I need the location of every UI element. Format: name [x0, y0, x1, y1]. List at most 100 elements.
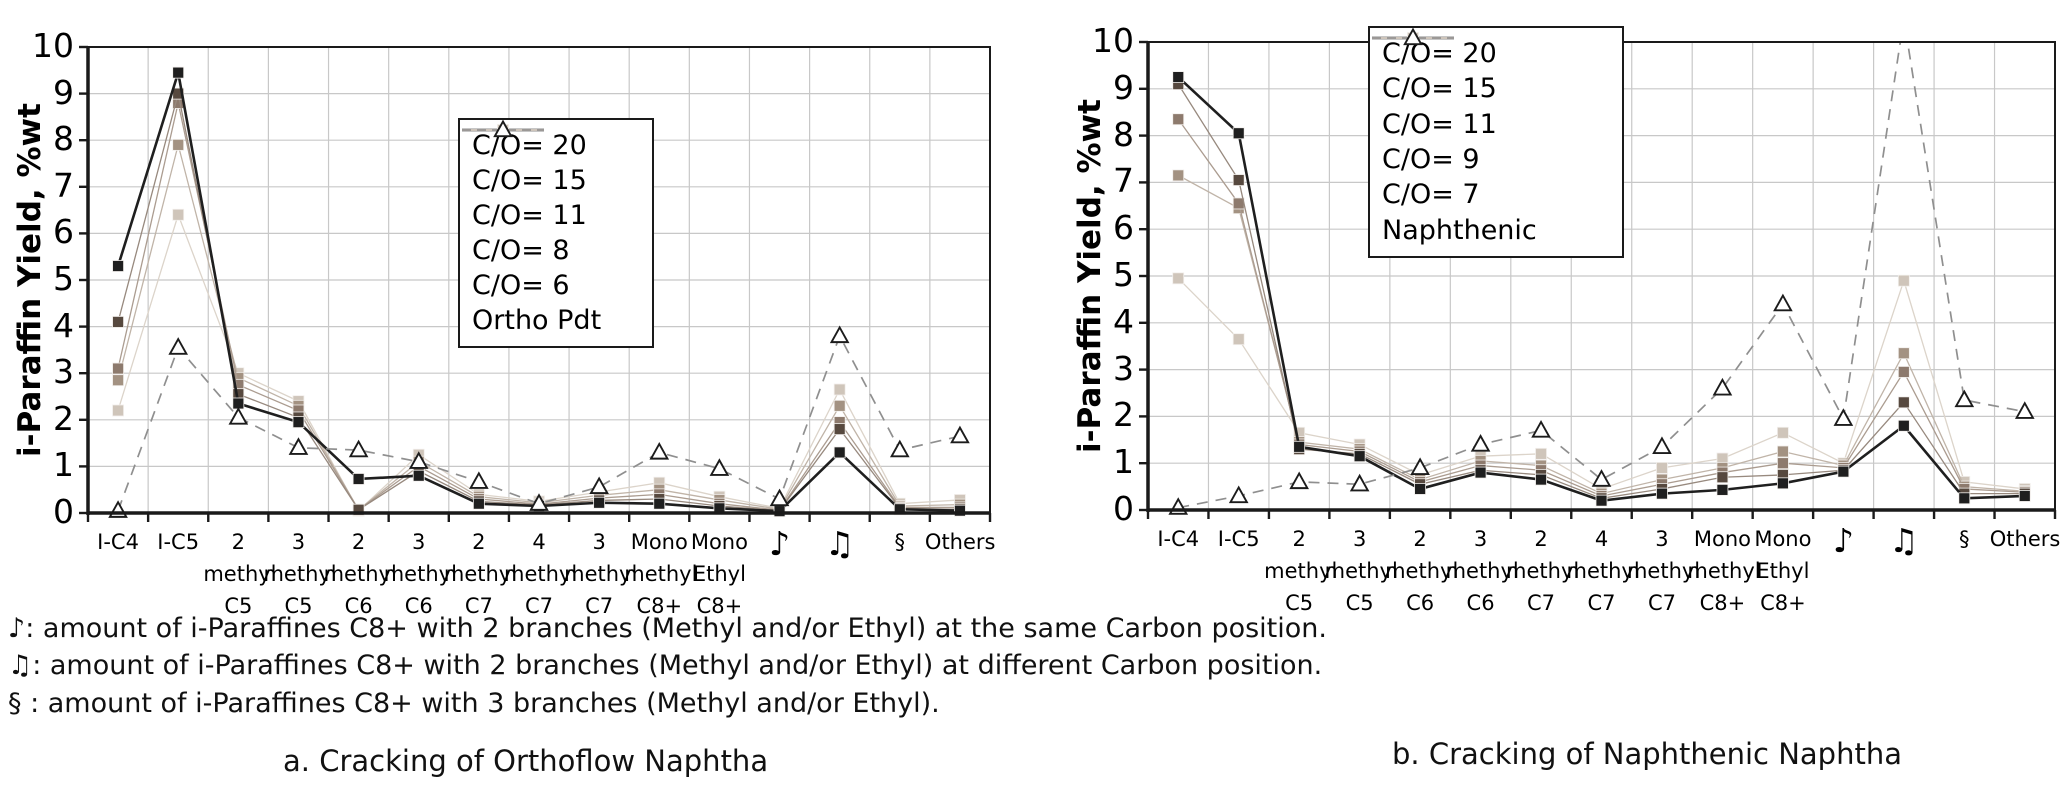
triangle-marker [1773, 293, 1793, 312]
x-category-label: 3 methyl C5 [1324, 527, 1398, 615]
footnote-different-position: ♫: amount of i-Paraffines C8+ with 2 bra… [8, 650, 1323, 682]
legend-sample [462, 120, 544, 138]
legend-entry-label: C/O= 7 [1382, 179, 1480, 211]
x-category-label: 3 methyl C6 [383, 530, 457, 618]
triangle-marker [950, 425, 970, 444]
x-category-label: 4 methyl C7 [1566, 527, 1640, 615]
legend-entry-label: C/O= 6 [472, 270, 570, 301]
x-category-label: 2 methyl C5 [203, 530, 277, 618]
triangle-marker [1228, 485, 1249, 504]
y-tick-label: 6 [53, 212, 74, 252]
y-tick-label: 4 [53, 305, 74, 345]
square-marker [352, 473, 365, 485]
x-category-label: ♪ [769, 524, 791, 563]
series-line [117, 333, 961, 511]
x-category-label: 3 methyl C7 [564, 530, 638, 618]
square-marker [1897, 396, 1910, 409]
legend-entry: Ortho Pdt [462, 120, 640, 336]
y-tick-label: 2 [1113, 395, 1134, 435]
square-marker [1474, 466, 1487, 479]
square-marker [1958, 492, 1971, 505]
square-marker [172, 138, 185, 151]
triangle-marker [889, 439, 910, 458]
y-axis-title: i-Paraffin Yield, %wt [12, 103, 48, 457]
square-marker [1656, 461, 1668, 474]
square-marker [893, 503, 906, 516]
x-category-label: I-C5 [1217, 527, 1260, 551]
x-category-label: I-C4 [97, 530, 139, 554]
square-marker [1897, 419, 1910, 432]
footnote-three-branches: § : amount of i-Paraffines C8+ with 3 br… [8, 687, 940, 719]
x-category-label: 3 methyl C7 [1626, 527, 1701, 615]
y-tick-label: 2 [53, 398, 74, 438]
square-marker [352, 503, 365, 516]
square-marker [1232, 333, 1245, 346]
legend: C/O= 20 C/O= 15 C/O= 11 C/O= 9 C/O= 7 Naphthe… [1368, 26, 1624, 258]
square-marker [1656, 487, 1668, 500]
triangle-marker [649, 441, 670, 460]
x-category-label: ♫ [1889, 521, 1919, 560]
series-markers [1172, 71, 2031, 507]
square-marker [833, 383, 846, 396]
plot-svg [1139, 40, 2057, 519]
x-category-label: ♫ [824, 524, 855, 563]
square-marker [1353, 450, 1366, 463]
x-category-label: Mono Ethyl C8+ [690, 530, 748, 618]
square-marker [833, 399, 846, 412]
legend-entry: C/O= 6 [462, 124, 640, 301]
series-line [1177, 277, 2025, 490]
y-tick-label: 0 [53, 492, 74, 532]
x-category-label: 3 methyl C5 [263, 530, 337, 618]
square-marker [1414, 483, 1427, 495]
y-tick-label: 5 [1113, 255, 1134, 295]
legend-entry-label: C/O= 8 [472, 235, 570, 266]
y-tick-label: 1 [1113, 442, 1134, 482]
legend-entry: C/O= 11 [1372, 32, 1610, 140]
x-category-label: Others [924, 530, 996, 554]
triangle-marker [1470, 434, 1491, 452]
triangle-marker [469, 471, 489, 489]
triangle-marker [2014, 401, 2035, 419]
square-marker [1293, 440, 1306, 453]
x-category-label: Mono methyl C8+ [624, 530, 698, 618]
y-tick-label: 10 [32, 26, 74, 66]
triangle-marker [1531, 419, 1551, 438]
x-category-label: 2 methyl C6 [1385, 527, 1459, 615]
square-marker [1535, 473, 1547, 486]
x-category-label: 2 methyl C7 [1506, 527, 1580, 615]
square-marker [112, 260, 124, 272]
square-marker [1172, 113, 1185, 126]
x-category-label: I-C4 [1157, 527, 1200, 551]
square-marker [593, 496, 606, 509]
triangle-marker [829, 325, 850, 344]
triangle-marker [589, 476, 609, 495]
legend-entry: C/O= 8 [462, 124, 640, 266]
square-marker [112, 316, 124, 328]
legend-entry: C/O= 15 [462, 124, 640, 196]
square-marker [1777, 457, 1789, 470]
triangle-marker [1349, 473, 1370, 492]
legend-entry-label: C/O= 15 [472, 165, 587, 196]
y-tick-label: 8 [53, 119, 74, 159]
square-marker [1716, 483, 1729, 496]
square-marker [292, 416, 305, 429]
x-category-label: Mono methyl C8+ [1687, 527, 1761, 615]
legend-entry: C/O= 9 [1372, 32, 1610, 176]
triangle-marker [168, 337, 189, 355]
x-category-label: ♪ [1832, 521, 1854, 560]
legend-entry-label: C/O= 9 [1382, 144, 1480, 176]
x-category-label: § [1959, 527, 1970, 551]
legend-entry: C/O= 11 [462, 124, 640, 231]
square-marker [112, 404, 124, 417]
x-category-label: Mono Ethyl C8+ [1754, 527, 1812, 615]
square-marker [472, 497, 485, 510]
square-marker [1777, 477, 1789, 490]
triangle-marker [288, 437, 309, 455]
triangle-marker [493, 120, 513, 138]
triangle-marker [408, 451, 429, 469]
y-tick-label: 5 [53, 259, 74, 299]
legend-entry-label: C/O= 20 [1382, 38, 1497, 70]
y-axis-title: i-Paraffin Yield, %wt [1072, 99, 1108, 453]
triangle-marker [1652, 436, 1672, 454]
